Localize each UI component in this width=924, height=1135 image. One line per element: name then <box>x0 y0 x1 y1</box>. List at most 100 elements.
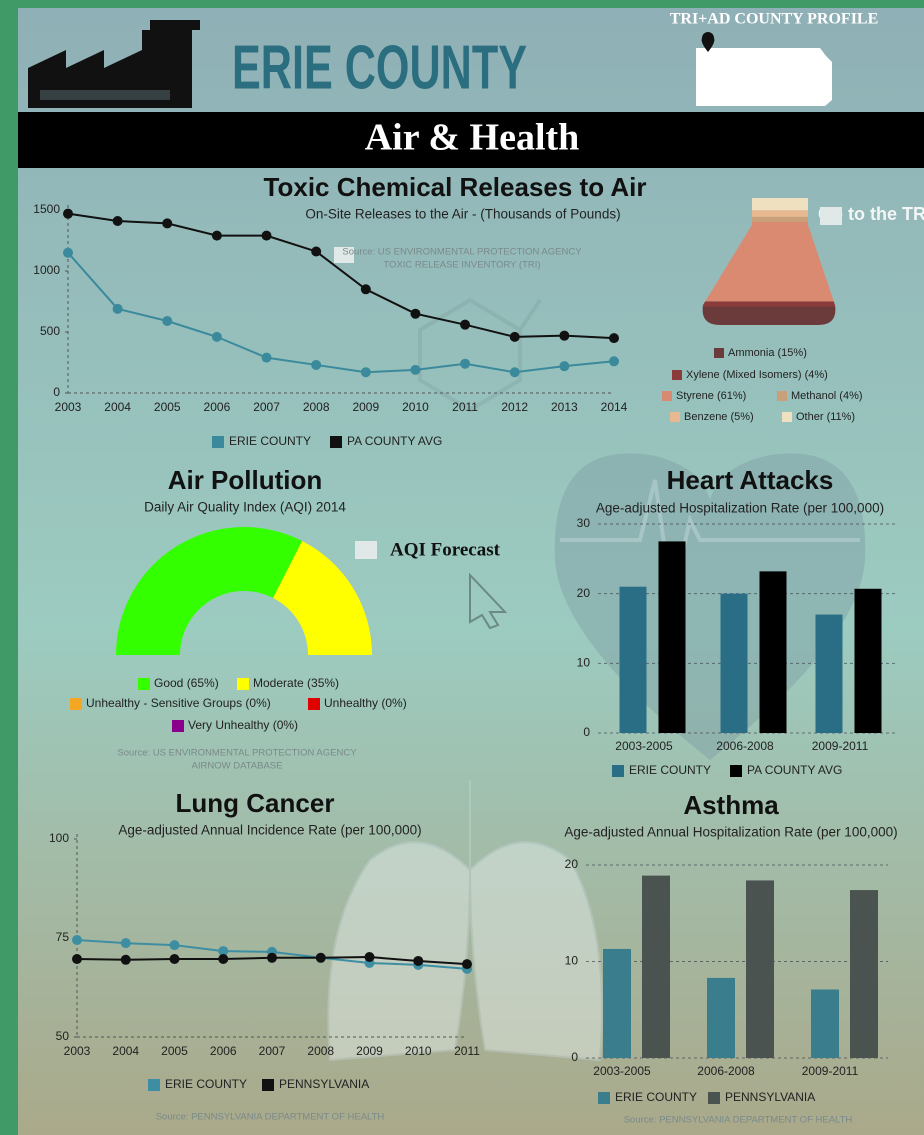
bar <box>658 541 686 733</box>
x-tick-label: 2003 <box>55 400 82 414</box>
legend-label: Unhealthy - Sensitive Groups (0%) <box>86 696 271 710</box>
source-note: Source: PENNSYLVANIA DEPARTMENT OF HEALT… <box>624 1115 853 1126</box>
data-point <box>112 215 123 226</box>
legend-swatch <box>262 1079 274 1091</box>
x-tick-label: 2004 <box>112 1044 139 1058</box>
x-tick-label: 2010 <box>405 1044 432 1058</box>
cursor-decoration <box>469 572 508 630</box>
y-tick-label: 20 <box>577 586 591 600</box>
x-tick-label: 2008 <box>303 400 330 414</box>
y-tick-label: 0 <box>53 385 60 399</box>
data-point <box>63 208 73 219</box>
y-tick-label: 75 <box>56 930 70 944</box>
chart-title: Heart Attacks <box>667 465 834 495</box>
legend-swatch <box>672 370 682 380</box>
chart-title: Lung Cancer <box>176 788 335 818</box>
x-tick-label: 2003-2005 <box>593 1064 651 1078</box>
gauge-segment <box>116 527 303 655</box>
data-point <box>559 330 570 341</box>
x-tick-label: 2013 <box>551 400 578 414</box>
link-icon <box>355 541 377 559</box>
legend-label: PENNSYLVANIA <box>279 1077 369 1091</box>
bar <box>603 948 631 1058</box>
x-tick-label: 2007 <box>253 400 280 414</box>
tri-link[interactable]: Go to the TRI <box>818 204 924 224</box>
county-title: ERIE COUNTY <box>232 33 527 102</box>
legend-label: ERIE COUNTY <box>165 1077 247 1091</box>
legend-label: ERIE COUNTY <box>615 1090 697 1104</box>
state-map <box>696 48 832 106</box>
chart-title: Air Pollution <box>168 465 323 495</box>
data-point <box>609 356 619 367</box>
chart-subtitle: On-Site Releases to the Air - (Thousands… <box>305 207 620 222</box>
x-tick-label: 2007 <box>259 1044 286 1058</box>
factory-detail <box>40 90 170 100</box>
legend-label: ERIE COUNTY <box>629 763 711 777</box>
source-note: TOXIC RELEASE INVENTORY (TRI) <box>383 260 540 271</box>
map-pin <box>701 32 715 52</box>
legend-swatch <box>237 678 249 690</box>
x-tick-label: 2012 <box>501 400 528 414</box>
legend-label: PA COUNTY AVG <box>747 763 842 777</box>
chart-subtitle: Age-adjusted Hospitalization Rate (per 1… <box>596 501 884 516</box>
bar <box>720 593 748 733</box>
y-tick-label: 0 <box>571 1050 578 1064</box>
flask-layer <box>702 210 836 217</box>
bar <box>854 588 882 733</box>
lungs-decoration <box>327 780 603 1062</box>
data-point <box>360 367 371 378</box>
bar <box>759 571 787 733</box>
y-tick-label: 10 <box>565 954 579 968</box>
data-point <box>360 284 371 295</box>
legend-label: Ammonia (15%) <box>728 347 807 359</box>
x-tick-label: 2011 <box>454 1044 480 1058</box>
topic-title: Air & Health <box>365 117 580 159</box>
data-point <box>261 230 272 241</box>
data-point <box>169 953 180 964</box>
data-point <box>162 218 173 229</box>
data-point <box>267 952 277 963</box>
aqi-link[interactable]: AQI Forecast <box>390 539 501 560</box>
chart-subtitle: Daily Air Quality Index (AQI) 2014 <box>144 500 346 515</box>
x-tick-label: 2009-2011 <box>812 739 869 753</box>
flask-layer <box>702 301 836 307</box>
x-tick-label: 2006-2008 <box>697 1064 755 1078</box>
chart-title: Toxic Chemical Releases to Air <box>264 172 647 202</box>
molecule-decoration <box>418 297 542 413</box>
bar <box>811 989 839 1058</box>
y-tick-label: 30 <box>577 516 591 530</box>
y-tick-label: 100 <box>49 831 69 845</box>
data-point <box>162 316 173 327</box>
data-point <box>72 934 82 945</box>
legend-swatch <box>777 391 787 401</box>
link-icon <box>820 207 842 225</box>
topic-band <box>18 112 924 168</box>
flask-layer <box>702 306 836 325</box>
y-tick-label: 1500 <box>33 202 60 216</box>
data-point <box>112 303 123 314</box>
x-tick-label: 2009 <box>352 400 379 414</box>
legend-label: ERIE COUNTY <box>229 434 311 448</box>
data-point <box>559 361 570 372</box>
data-point <box>72 953 82 964</box>
link-icon <box>334 247 354 263</box>
legend-label: Other (11%) <box>796 411 855 423</box>
data-point <box>460 319 471 330</box>
gauge-segment <box>273 540 372 655</box>
data-point <box>211 230 222 241</box>
y-tick-label: 0 <box>583 725 590 739</box>
legend-label: Methanol (4%) <box>791 390 863 402</box>
legend-swatch <box>148 1079 160 1091</box>
bar <box>707 977 735 1058</box>
legend-label: Xylene (Mixed Isomers) (4%) <box>686 369 828 381</box>
legend-swatch <box>598 1092 610 1104</box>
data-point <box>509 331 520 342</box>
x-tick-label: 2006 <box>204 400 231 414</box>
bar <box>850 890 878 1058</box>
data-point <box>311 246 322 257</box>
legend-swatch <box>172 720 184 732</box>
data-point <box>211 331 222 342</box>
legend-swatch <box>612 765 624 777</box>
data-point <box>462 959 472 970</box>
